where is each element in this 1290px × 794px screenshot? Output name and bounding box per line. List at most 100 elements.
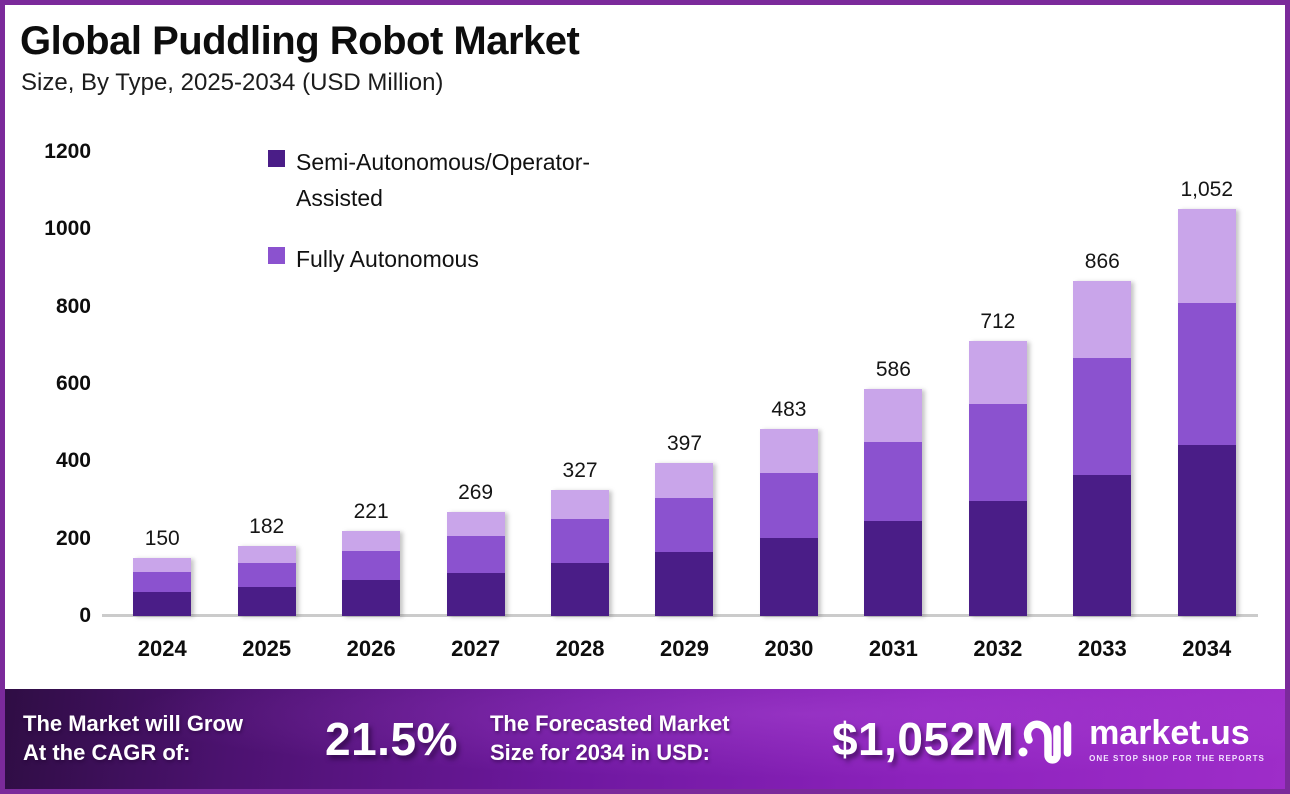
stacked-bar bbox=[864, 389, 923, 616]
y-axis-tick-1000: 1000 bbox=[44, 217, 91, 241]
x-axis-label-2027: 2027 bbox=[451, 636, 501, 661]
bar-segment-dark bbox=[237, 587, 296, 616]
page-title: Global Puddling Robot Market bbox=[20, 19, 580, 63]
cagr-caption-line2: At the CAGR of: bbox=[23, 740, 191, 765]
bar-segment-medium bbox=[1177, 302, 1236, 446]
bar-value-label: 712 bbox=[980, 309, 1016, 333]
bar-column-2026: 221 2026 bbox=[319, 152, 423, 661]
brand-wordmark: market.us ONE STOP SHOP FOR THE REPORTS bbox=[1089, 716, 1265, 763]
y-axis-tick-800: 800 bbox=[55, 294, 91, 318]
forecast-caption-line1: The Forecasted Market bbox=[489, 711, 730, 737]
bar-value-label: 221 bbox=[353, 499, 389, 523]
cagr-value: 21.5% bbox=[325, 713, 458, 765]
bar-segment-dark bbox=[133, 592, 192, 616]
bar-column-2028: 327 2028 bbox=[528, 152, 632, 661]
bar-value-label: 866 bbox=[1084, 250, 1120, 274]
forecast-value: $1,052M bbox=[831, 713, 1015, 765]
bar-segment-dark bbox=[342, 580, 401, 616]
bar-value-label: 1,052 bbox=[1180, 178, 1234, 202]
bar-segment-light bbox=[133, 558, 192, 572]
bar-segment-dark bbox=[1073, 475, 1132, 616]
bar-segment-light bbox=[342, 530, 401, 551]
bar-value-label: 327 bbox=[562, 458, 598, 482]
bar-segment-medium bbox=[446, 536, 505, 573]
stacked-bar bbox=[655, 462, 714, 616]
bar-value-label: 397 bbox=[666, 431, 703, 455]
bar-segment-light bbox=[864, 389, 923, 443]
bar-segment-medium bbox=[655, 497, 714, 553]
y-axis-tick-labels: 0 200 400 600 800 1000 1200 bbox=[23, 140, 91, 627]
page-subtitle: Size, By Type, 2025-2034 (USD Million) bbox=[21, 69, 444, 96]
x-axis-label-2033: 2033 bbox=[1077, 636, 1127, 661]
stacked-bar bbox=[968, 340, 1027, 616]
stacked-bar bbox=[446, 512, 505, 616]
bar-column-2025: 182 2025 bbox=[214, 152, 318, 661]
bar-segment-light bbox=[1073, 281, 1132, 358]
stacked-bar bbox=[342, 530, 401, 616]
brand-name: market.us bbox=[1089, 713, 1250, 752]
market-us-logo-icon bbox=[1018, 720, 1072, 764]
bar-segment-dark bbox=[1177, 445, 1236, 616]
y-axis-tick-0: 0 bbox=[79, 604, 91, 627]
x-axis-label-2029: 2029 bbox=[660, 636, 709, 661]
brand-tagline: ONE STOP SHOP FOR THE REPORTS bbox=[1089, 753, 1265, 763]
y-axis-tick-200: 200 bbox=[55, 526, 91, 550]
stacked-bar bbox=[237, 545, 296, 616]
bar-segment-dark bbox=[446, 572, 505, 616]
bar-chart-plot-area: 150 2024 182 2025 221 2026 269 2027 327 2028 397 20… bbox=[110, 152, 1259, 661]
chart-legend: Semi-Autonomous/Operator-Assisted Fully … bbox=[268, 145, 641, 304]
bar-segment-dark bbox=[864, 520, 923, 616]
bar-column-2027: 269 2027 bbox=[423, 152, 527, 661]
bar-segment-light bbox=[655, 462, 714, 498]
bar-column-2024: 150 2024 bbox=[110, 152, 214, 661]
x-axis-label-2031: 2031 bbox=[868, 636, 918, 661]
footer-banner: The Market will Grow At the CAGR of: 21.… bbox=[5, 689, 1285, 789]
y-axis-tick-400: 400 bbox=[55, 449, 91, 473]
bar-segment-medium bbox=[237, 563, 296, 587]
stacked-bar bbox=[551, 489, 610, 616]
bar-segment-light bbox=[237, 545, 296, 563]
forecast-caption-line2: Size for 2034 in USD: bbox=[489, 740, 711, 765]
bar-segment-light bbox=[446, 512, 505, 537]
x-axis-label-2034: 2034 bbox=[1182, 636, 1232, 661]
x-axis-label-2024: 2024 bbox=[137, 636, 187, 661]
bar-segment-medium bbox=[342, 550, 401, 581]
bar-segment-medium bbox=[133, 571, 192, 592]
x-axis-label-2032: 2032 bbox=[973, 636, 1023, 661]
stacked-bar bbox=[1073, 281, 1132, 616]
bar-value-label: 586 bbox=[875, 358, 911, 382]
bar-segment-dark bbox=[551, 563, 610, 616]
bar-column-2034: 1,052 2034 bbox=[1155, 152, 1259, 661]
bar-value-label: 150 bbox=[144, 527, 180, 550]
bar-value-label: 269 bbox=[458, 481, 494, 505]
bar-segment-medium bbox=[551, 518, 610, 564]
brand-block: market.us ONE STOP SHOP FOR THE REPORTS bbox=[1017, 712, 1265, 766]
bar-segment-light bbox=[1177, 209, 1236, 303]
y-axis-tick-1200: 1200 bbox=[44, 140, 91, 163]
bar-column-2029: 397 2029 bbox=[632, 152, 736, 661]
y-axis-tick-600: 600 bbox=[55, 372, 91, 395]
legend-item-fully-autonomous: Fully Autonomous bbox=[268, 242, 641, 278]
bar-column-2030: 483 2030 bbox=[737, 152, 841, 661]
bar-segment-light bbox=[551, 489, 610, 519]
bar-segment-dark bbox=[655, 552, 714, 616]
bar-value-label: 182 bbox=[249, 514, 285, 538]
legend-item-semi-autonomous: Semi-Autonomous/Operator-Assisted bbox=[268, 145, 641, 216]
cagr-caption: The Market will Grow At the CAGR of: bbox=[23, 710, 295, 767]
bar-segment-dark bbox=[968, 500, 1027, 616]
bar-segment-medium bbox=[968, 404, 1027, 501]
forecast-caption: The Forecasted Market Size for 2034 in U… bbox=[490, 710, 792, 767]
cagr-caption-line1: The Market will Grow bbox=[23, 711, 244, 737]
stacked-bar bbox=[133, 558, 192, 616]
x-axis-label-2025: 2025 bbox=[242, 636, 292, 661]
x-axis-label-2026: 2026 bbox=[346, 636, 396, 661]
x-axis-label-2030: 2030 bbox=[764, 636, 814, 661]
bar-segment-medium bbox=[1073, 357, 1132, 476]
stacked-bar bbox=[1177, 209, 1236, 616]
legend-label: Semi-Autonomous/Operator-Assisted bbox=[296, 149, 591, 211]
bar-value-label: 483 bbox=[771, 398, 807, 422]
legend-label: Fully Autonomous bbox=[296, 246, 479, 273]
bar-segment-dark bbox=[759, 537, 818, 616]
bar-column-2033: 866 2033 bbox=[1050, 152, 1154, 661]
